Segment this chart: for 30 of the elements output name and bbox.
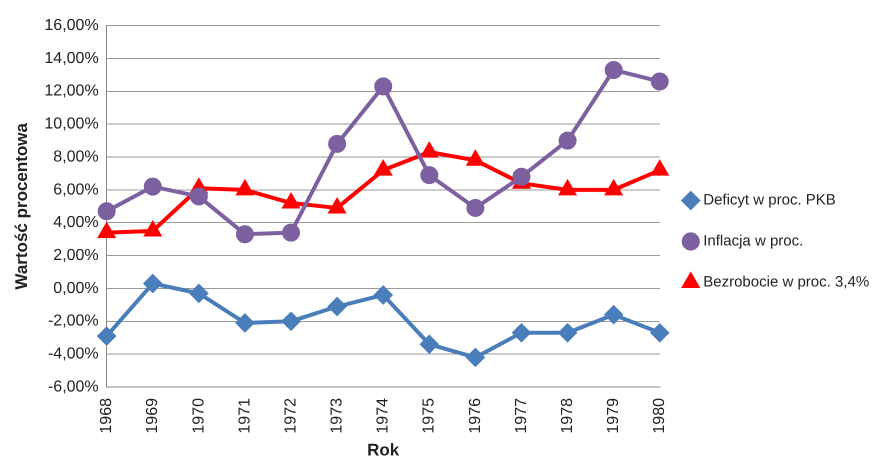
x-tick-label: 1978 [558,398,576,434]
x-tick-label: 1979 [605,398,622,434]
y-tick-label: 2,00% [53,246,99,264]
x-tick-label: 1974 [374,398,392,434]
x-axis-title: Rok [367,440,400,460]
y-tick-label: 14,00% [44,50,99,67]
x-tick-label: 1969 [144,398,162,434]
x-tick-label: 1972 [282,398,300,434]
y-tick-label: -4,00% [48,346,99,363]
legend-label: Bezrobocie w proc. 3,4% [703,274,870,291]
legend-label: Inflacja w proc. [703,232,804,250]
x-tick-label: 1970 [190,398,208,434]
y-tick-label: 16,00% [44,17,99,34]
x-tick-label: 1973 [328,398,346,434]
y-tick-label: 12,00% [44,82,99,100]
x-tick-label: 1976 [466,398,484,434]
y-tick-label: 10,00% [44,116,99,133]
x-tick-label: 1971 [236,398,254,434]
x-tick-label: 1968 [98,398,116,434]
y-tick-label: -2,00% [48,312,99,330]
x-tick-label: 1975 [420,398,438,434]
x-tick-label: 1977 [512,398,530,434]
y-tick-label: -6,00% [48,378,99,396]
y-tick-label: 0,00% [53,280,99,297]
y-tick-label: 6,00% [53,181,99,198]
x-tick-label: 1980 [651,398,668,434]
legend-label: Deficyt w proc. PKB [703,192,836,209]
y-tick-label: 4,00% [53,214,99,232]
y-axis-title: Wartość procentowa [12,122,31,290]
y-tick-label: 8,00% [53,148,99,166]
